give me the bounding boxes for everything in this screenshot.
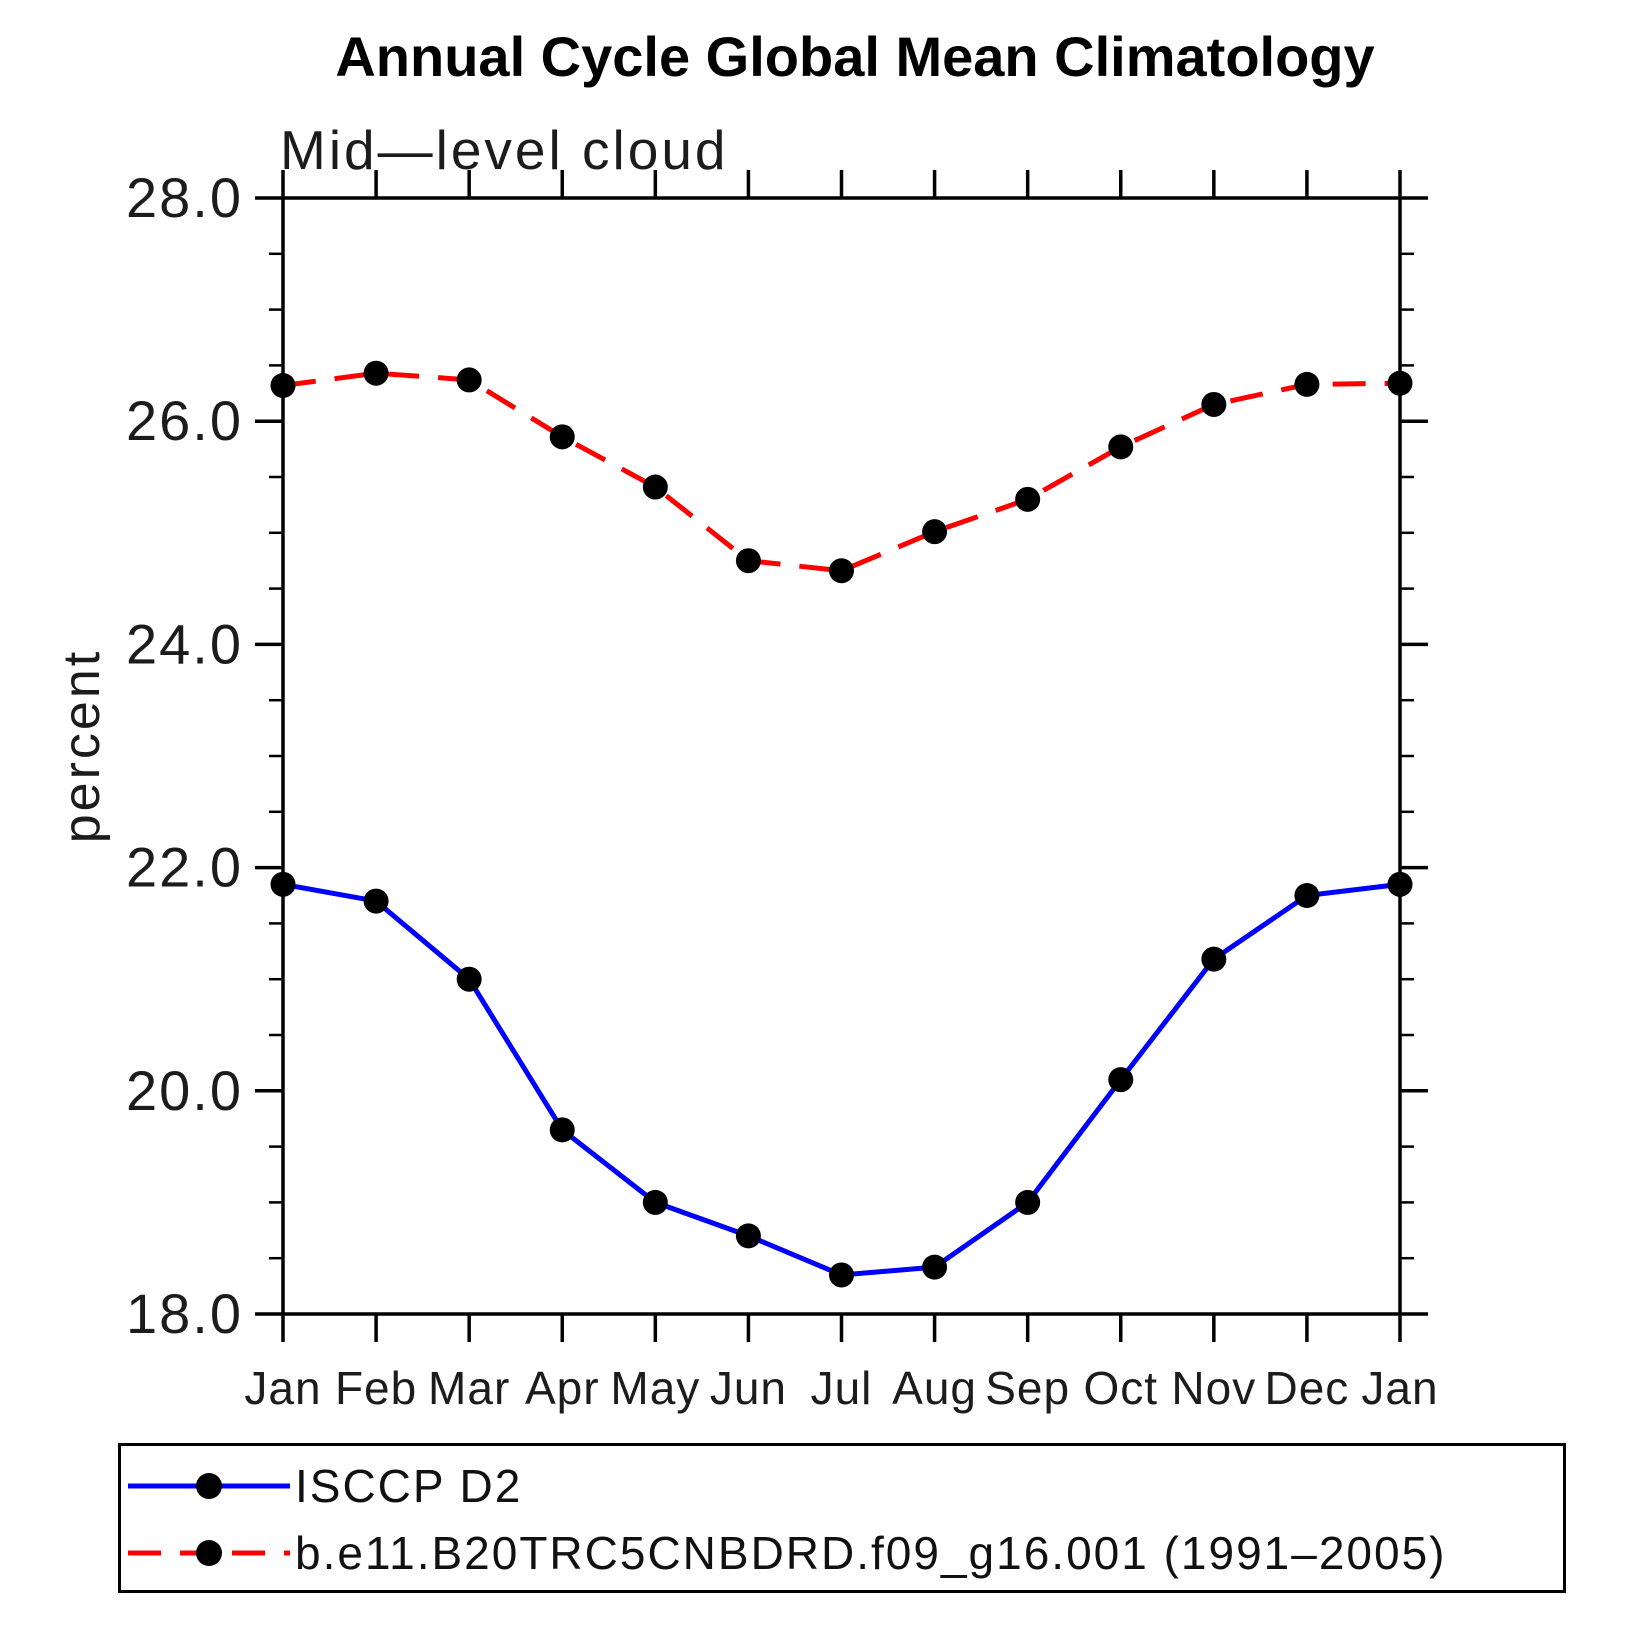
series-1-marker [549, 424, 575, 450]
series-1-line [282, 370, 1401, 574]
series-1-marker [1294, 371, 1320, 397]
series-0-marker [456, 966, 482, 992]
legend-label-model: b.e11.B20TRC5CNBDRD.f09_g16.001 (1991–20… [295, 1527, 1447, 1579]
series-0-marker [549, 1117, 575, 1143]
series-0-line [282, 881, 1401, 1278]
y-tick-label: 28.0 [126, 166, 243, 229]
month-label: Jan [244, 1362, 321, 1414]
series-1-marker [1201, 391, 1227, 417]
legend-row: b.e11.B20TRC5CNBDRD.f09_g16.001 (1991–20… [123, 1527, 1447, 1579]
month-label: May [610, 1362, 700, 1414]
chart-title: Annual Cycle Global Mean Climatology [335, 25, 1375, 88]
series-0-marker [1015, 1189, 1041, 1215]
y-tick-label: 20.0 [126, 1059, 243, 1122]
y-tick-label: 18.0 [126, 1282, 243, 1345]
month-label: Jul [811, 1362, 873, 1414]
month-label: Dec [1265, 1362, 1350, 1414]
series-0-marker [363, 888, 389, 914]
series-1-marker [1015, 486, 1041, 512]
series-1-marker [1387, 370, 1413, 396]
month-label: Jun [710, 1362, 787, 1414]
series-1-marker [829, 558, 854, 584]
series-1-marker [363, 360, 389, 386]
legend-marker-dot [196, 1540, 222, 1566]
series-0-marker [1201, 946, 1227, 972]
month-label: Oct [1083, 1362, 1158, 1414]
month-label: Jan [1361, 1362, 1438, 1414]
month-label: Nov [1171, 1362, 1256, 1414]
series-0-marker [1387, 871, 1413, 897]
y-tick-label: 26.0 [126, 389, 243, 452]
legend-label-isccp: ISCCP D2 [295, 1460, 523, 1512]
series-1-marker [922, 519, 948, 545]
series-1-marker [270, 372, 296, 398]
month-label: Aug [892, 1362, 977, 1414]
series-0-marker [1108, 1067, 1134, 1093]
series-0-marker [270, 871, 296, 897]
month-label: Feb [335, 1362, 417, 1414]
series-0-marker [1294, 883, 1320, 908]
legend-box: ISCCP D2 b.e11.B20TRC5CNBDRD.f09_g16.001… [118, 1443, 1566, 1593]
series-1-marker [456, 367, 482, 393]
month-label: Sep [985, 1362, 1070, 1414]
legend-row: ISCCP D2 [123, 1460, 523, 1512]
series-0-marker [735, 1223, 761, 1249]
series-1-marker [642, 474, 668, 500]
month-label: Mar [428, 1362, 510, 1414]
series-0-marker [922, 1254, 948, 1280]
legend-sample-0 [128, 1473, 290, 1499]
y-tick-label: 22.0 [126, 836, 243, 899]
series-1-marker [1108, 434, 1134, 460]
series-1-marker [735, 548, 761, 574]
series-0-marker [829, 1262, 854, 1288]
plot-border [281, 196, 1402, 1316]
month-label: Apr [525, 1362, 600, 1414]
legend-marker-dot [196, 1473, 222, 1499]
chart-subtitle: Mid—level cloud [280, 119, 729, 181]
series-0-marker [642, 1189, 668, 1215]
y-tick-label: 24.0 [126, 612, 243, 675]
legend-sample-1 [128, 1540, 290, 1566]
